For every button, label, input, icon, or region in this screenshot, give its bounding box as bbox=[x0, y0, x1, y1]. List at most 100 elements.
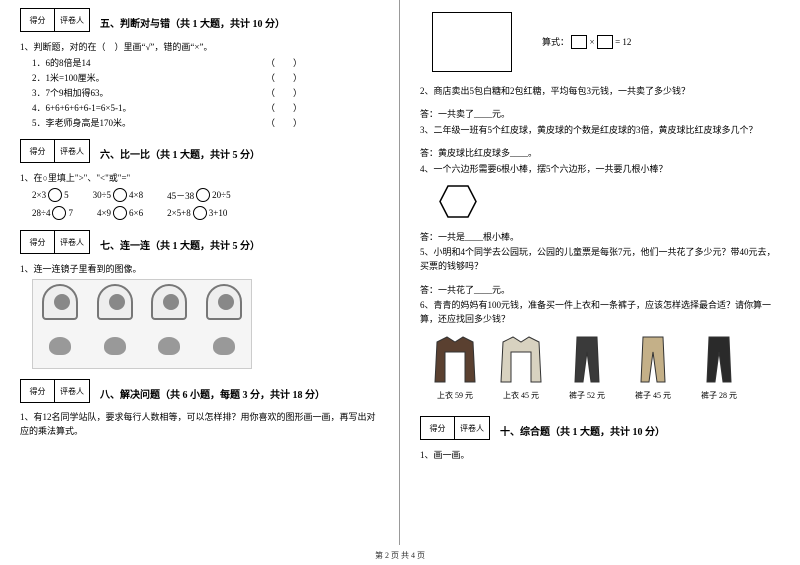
cloth-item-3: 裤子 52 元 bbox=[556, 332, 618, 402]
cloth-label-1: 上衣 59 元 bbox=[437, 390, 473, 401]
section-10-title: 十、综合题（共 1 大题，共计 10 分） bbox=[500, 423, 665, 438]
mirror-figure bbox=[49, 337, 71, 355]
compare-row-1: 2×3 5 30÷5 4×8 45－3820÷5 bbox=[32, 188, 379, 202]
sec5-item-5-text: 5．李老师身高是170米。 bbox=[32, 116, 131, 129]
cmp-3: 45－3820÷5 bbox=[167, 188, 230, 202]
pants-icon bbox=[625, 332, 681, 388]
cmp-lhs: 4×9 bbox=[97, 208, 111, 218]
cmp-lhs: 28÷4 bbox=[32, 208, 50, 218]
cmp-lhs: 2×3 bbox=[32, 190, 46, 200]
paren: （ ） bbox=[266, 116, 302, 129]
cmp-rhs: 5 bbox=[64, 190, 69, 200]
score-box: 得分 评卷人 bbox=[20, 230, 90, 254]
page-footer: 第 2 页 共 4 页 bbox=[0, 550, 800, 561]
section-5-header: 得分 评卷人 五、判断对与错（共 1 大题，共计 10 分） bbox=[20, 8, 379, 34]
score-box: 得分 评卷人 bbox=[20, 139, 90, 163]
circle-icon bbox=[113, 206, 127, 220]
score-box: 得分 评卷人 bbox=[20, 8, 90, 32]
grader-label: 评卷人 bbox=[55, 9, 89, 31]
sec5-item-5: 5．李老师身高是170米。 （ ） bbox=[32, 116, 302, 129]
mirror-figure bbox=[42, 284, 78, 320]
score-box: 得分 评卷人 bbox=[420, 416, 490, 440]
cmp-rhs: 4×8 bbox=[129, 190, 143, 200]
q6: 6、青青的妈妈有100元钱，准备买一件上衣和一条裤子，应该怎样选择最合适？请你算… bbox=[420, 299, 780, 326]
score-label: 得分 bbox=[21, 231, 55, 253]
q4: 4、一个六边形需要6根小棒，摆5个六边形，一共要几根小棒？ bbox=[420, 162, 780, 175]
pants-icon bbox=[559, 332, 615, 388]
section-10-header: 得分 评卷人 十、综合题（共 1 大题，共计 10 分） bbox=[420, 416, 780, 442]
mirror-figure bbox=[97, 284, 133, 320]
cloth-label-5: 裤子 28 元 bbox=[701, 390, 737, 401]
page-container: 得分 评卷人 五、判断对与错（共 1 大题，共计 10 分） 1、判断题，对的在… bbox=[0, 0, 800, 545]
circle-icon bbox=[52, 206, 66, 220]
score-label: 得分 bbox=[21, 9, 55, 31]
draw-box bbox=[432, 12, 512, 72]
sec5-item-3: 3．7个9相加得63。 （ ） bbox=[32, 86, 302, 99]
cmp-lhs: 30÷5 bbox=[93, 190, 111, 200]
q2: 2、商店卖出5包白糖和2包红糖，平均每包3元钱，一共卖了多少钱？ bbox=[420, 84, 780, 97]
mirror-figure bbox=[158, 337, 180, 355]
cmp-lhs: 2×5+8 bbox=[167, 208, 191, 218]
sec5-item-1-text: 1．6的8倍是14 bbox=[32, 56, 91, 69]
section-8-header: 得分 评卷人 八、解决问题（共 6 小题，每题 3 分，共计 18 分） bbox=[20, 379, 379, 405]
grader-label: 评卷人 bbox=[55, 231, 89, 253]
score-box: 得分 评卷人 bbox=[20, 379, 90, 403]
section-8-title: 八、解决问题（共 6 小题，每题 3 分，共计 18 分） bbox=[100, 386, 325, 401]
cloth-item-4: 裤子 45 元 bbox=[622, 332, 684, 402]
jacket-icon bbox=[493, 332, 549, 388]
score-label: 得分 bbox=[421, 417, 455, 439]
sec5-item-4-text: 4．6+6+6+6+6-1=6×5-1。 bbox=[32, 101, 131, 114]
circle-icon bbox=[196, 188, 210, 202]
mirror-figure bbox=[151, 284, 187, 320]
cmp-rhs: 20÷5 bbox=[212, 190, 230, 200]
compare-row-2: 28÷4 7 4×96×6 2×5+8 3+10 bbox=[32, 206, 379, 220]
cmp-rhs: 7 bbox=[68, 208, 73, 218]
sec5-item-2-text: 2．1米=100厘米。 bbox=[32, 71, 105, 84]
mirror-image bbox=[32, 279, 252, 369]
paren: （ ） bbox=[266, 101, 302, 114]
cmp-2: 30÷5 4×8 bbox=[93, 188, 144, 202]
grader-label: 评卷人 bbox=[455, 417, 489, 439]
sec5-item-3-text: 3．7个9相加得63。 bbox=[32, 86, 109, 99]
mirror-bottom-row bbox=[33, 324, 251, 368]
cmp-6: 2×5+8 3+10 bbox=[167, 206, 227, 220]
jacket-icon bbox=[427, 332, 483, 388]
paren: （ ） bbox=[266, 86, 302, 99]
a2: 答：一共卖了____元。 bbox=[420, 107, 780, 120]
sec5-item-1: 1．6的8倍是14 （ ） bbox=[32, 56, 302, 69]
mirror-figure bbox=[206, 284, 242, 320]
sec5-item-4: 4．6+6+6+6+6-1=6×5-1。 （ ） bbox=[32, 101, 302, 114]
cloth-item-1: 上衣 59 元 bbox=[424, 332, 486, 402]
cloth-label-3: 裤子 52 元 bbox=[569, 390, 605, 401]
q5: 5、小明和4个同学去公园玩，公园的儿童票是每张7元，他们一共花了多少元？带40元… bbox=[420, 246, 780, 273]
sec10-q1: 1、画一画。 bbox=[420, 448, 780, 461]
eq-pre: 算式： bbox=[542, 37, 569, 47]
circle-icon bbox=[48, 188, 62, 202]
q3: 3、二年级一班有5个红皮球，黄皮球的个数是红皮球的3倍，黄皮球比红皮球多几个？ bbox=[420, 123, 780, 136]
paren: （ ） bbox=[266, 71, 302, 84]
score-label: 得分 bbox=[21, 380, 55, 402]
cmp-rhs: 3+10 bbox=[209, 208, 228, 218]
section-6-header: 得分 评卷人 六、比一比（共 1 大题，共计 5 分） bbox=[20, 139, 379, 165]
mirror-figure bbox=[104, 337, 126, 355]
cloth-item-2: 上衣 45 元 bbox=[490, 332, 552, 402]
clothes-row: 上衣 59 元 上衣 45 元 裤子 52 元 裤子 45 元 裤子 28 元 bbox=[424, 332, 780, 402]
section-7-title: 七、连一连（共 1 大题，共计 5 分） bbox=[100, 237, 260, 252]
circle-icon bbox=[193, 206, 207, 220]
left-column: 得分 评卷人 五、判断对与错（共 1 大题，共计 10 分） 1、判断题，对的在… bbox=[0, 0, 400, 545]
cloth-label-2: 上衣 45 元 bbox=[503, 390, 539, 401]
paren: （ ） bbox=[266, 56, 302, 69]
equation-area: 算式： × = 12 bbox=[420, 8, 780, 76]
section-5-title: 五、判断对与错（共 1 大题，共计 10 分） bbox=[100, 15, 285, 30]
section-6-title: 六、比一比（共 1 大题，共计 5 分） bbox=[100, 146, 260, 161]
equation-line: 算式： × = 12 bbox=[542, 35, 631, 50]
a3: 答：黄皮球比红皮球多____。 bbox=[420, 146, 780, 159]
grader-label: 评卷人 bbox=[55, 140, 89, 162]
cmp-5: 4×96×6 bbox=[97, 206, 143, 220]
cloth-item-5: 裤子 28 元 bbox=[688, 332, 750, 402]
grader-label: 评卷人 bbox=[55, 380, 89, 402]
circle-icon bbox=[113, 188, 127, 202]
hexagon-icon bbox=[438, 184, 478, 219]
eq-blank-box bbox=[597, 35, 613, 49]
cloth-label-4: 裤子 45 元 bbox=[635, 390, 671, 401]
